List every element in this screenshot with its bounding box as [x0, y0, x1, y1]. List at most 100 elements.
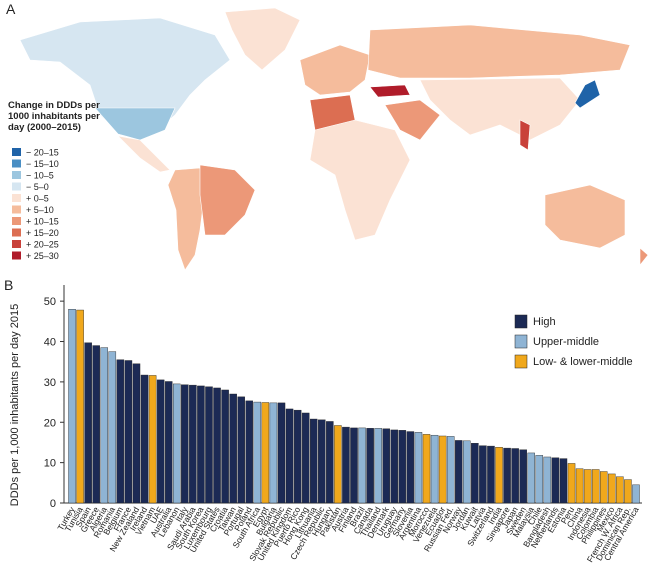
bar: [285, 408, 294, 504]
bar: [583, 469, 592, 504]
legend-label: − 20–15: [26, 148, 59, 158]
bar: [414, 432, 423, 504]
usa: [94, 107, 176, 141]
bar: [519, 449, 527, 504]
europe: [299, 44, 371, 96]
bar: [390, 429, 399, 504]
bar: [543, 456, 552, 504]
brazil: [199, 164, 256, 236]
bar: [229, 393, 237, 504]
y-tick-label: 50: [44, 296, 56, 308]
panel-label: A: [6, 1, 16, 17]
legend-label: + 25–30: [26, 251, 59, 261]
bar: [124, 360, 133, 504]
bar: [471, 443, 479, 504]
y-tick-label: 40: [44, 337, 56, 349]
south-america-west: [167, 167, 206, 271]
legend-swatch: [12, 205, 21, 214]
bar: [398, 430, 407, 504]
legend-label: − 10–5: [26, 171, 54, 181]
legend-swatch: [12, 171, 21, 179]
bar: [342, 426, 350, 504]
legend-label: − 5–0: [26, 182, 49, 192]
legend-label: + 10–15: [26, 217, 59, 227]
bar: [293, 409, 302, 504]
greenland: [224, 7, 301, 71]
bar: [140, 374, 149, 504]
bar: [632, 484, 640, 504]
bar: [116, 359, 125, 504]
y-tick-label: 20: [44, 417, 56, 429]
bar: [374, 428, 382, 504]
turkey: [369, 84, 411, 98]
bar: [454, 440, 463, 504]
legend-swatch: [12, 240, 21, 248]
legend-swatch: [12, 148, 21, 156]
bar: [624, 479, 632, 504]
vietnam: [519, 119, 531, 151]
bar: [567, 463, 576, 504]
middle-east: [384, 99, 441, 141]
bar: [358, 427, 366, 504]
legend-swatch: [514, 314, 528, 329]
bar: [301, 412, 310, 504]
bar: [173, 383, 181, 504]
y-tick-label: 10: [44, 458, 56, 470]
asia: [419, 77, 581, 141]
bar: [164, 381, 173, 504]
legend-title: Change in DDDs per: [8, 100, 100, 111]
bar: [551, 457, 560, 504]
legend-swatch: [12, 217, 21, 225]
bar: [156, 379, 165, 504]
legend-swatch: [514, 334, 528, 349]
y-tick-label: 0: [50, 498, 56, 510]
bar: [92, 345, 100, 504]
bar: [253, 401, 262, 504]
bar: [495, 447, 503, 504]
world-map: [19, 7, 649, 271]
panel-label: B: [4, 277, 13, 293]
bar: [430, 434, 439, 504]
bar: [148, 375, 157, 504]
legend-label: High: [533, 316, 556, 328]
bar: [406, 431, 415, 504]
bar: [269, 402, 278, 504]
bar: [277, 402, 286, 504]
bar: [84, 342, 92, 504]
bar: [197, 385, 205, 504]
y-axis-label: DDDs per 1,000 inhabitants per day 2015: [9, 304, 21, 506]
bar: [559, 458, 568, 504]
legend-title: day (2000–2015): [8, 122, 81, 133]
bar: [189, 384, 197, 504]
bar: [608, 473, 616, 504]
japan: [574, 79, 601, 109]
bar: [535, 455, 544, 504]
bar: [318, 419, 326, 504]
bar: [245, 400, 254, 504]
legend-label: + 5–10: [26, 205, 54, 215]
bar: [68, 309, 76, 504]
legend-label: + 0–5: [26, 194, 49, 204]
legend-label: + 20–25: [26, 240, 59, 250]
bar: [205, 386, 213, 504]
bar: [100, 347, 108, 504]
bar: [438, 435, 447, 504]
legend-label: Low- & lower-middle: [533, 356, 633, 368]
legend-title: 1000 inhabitants per: [8, 111, 100, 122]
bar: [503, 447, 511, 504]
bar: [575, 468, 584, 504]
bar: [382, 428, 390, 504]
legend-swatch: [514, 354, 528, 369]
bar: [479, 445, 487, 504]
legend-swatch: [12, 228, 21, 237]
bar: [511, 448, 519, 504]
bar: [527, 452, 535, 504]
bar: [213, 387, 221, 504]
bar: [591, 469, 600, 504]
central-america: [117, 135, 171, 173]
bar: [422, 434, 431, 504]
australia: [544, 184, 626, 249]
new-zealand: [639, 247, 649, 266]
